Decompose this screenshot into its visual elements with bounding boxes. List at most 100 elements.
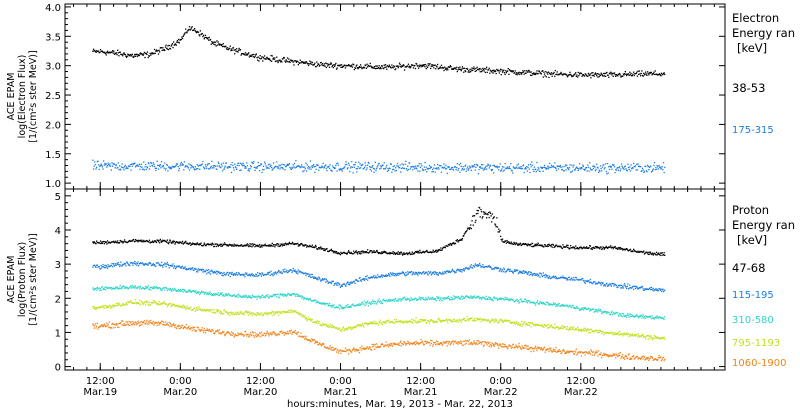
data-point (409, 272, 411, 274)
data-point (496, 68, 498, 71)
data-point (120, 305, 122, 307)
data-point (402, 271, 404, 273)
data-point (516, 74, 518, 76)
data-point (447, 295, 450, 298)
data-point (232, 295, 235, 297)
data-point (176, 265, 179, 267)
data-point (365, 251, 367, 254)
data-point (470, 266, 472, 268)
data-point (132, 238, 135, 241)
data-point (92, 241, 94, 243)
data-point (199, 293, 201, 296)
data-point (136, 53, 138, 55)
data-point (535, 243, 537, 245)
data-point (230, 312, 233, 315)
data-point (142, 54, 144, 56)
data-point (493, 71, 495, 73)
data-point (145, 168, 147, 170)
data-point (255, 53, 257, 55)
data-point (531, 164, 534, 166)
data-point (360, 66, 362, 68)
data-point (100, 289, 102, 291)
data-point (252, 162, 254, 164)
data-point (452, 68, 454, 70)
data-point (390, 163, 392, 165)
data-point (180, 305, 182, 308)
data-point (594, 311, 596, 313)
data-point (153, 286, 156, 288)
data-point (192, 242, 194, 244)
data-point (435, 273, 438, 275)
data-point (505, 70, 507, 72)
data-point (375, 303, 377, 305)
data-point (585, 74, 588, 76)
data-point (499, 298, 501, 300)
data-point (283, 293, 285, 295)
data-point (653, 161, 656, 164)
data-point (435, 300, 438, 302)
data-point (202, 244, 205, 246)
data-point (325, 66, 327, 69)
data-point (227, 312, 229, 314)
data-point (426, 249, 428, 252)
data-point (422, 296, 424, 299)
data-point (190, 243, 193, 245)
data-point (307, 62, 309, 65)
data-point (372, 299, 374, 301)
data-point (605, 245, 607, 248)
data-point (445, 164, 447, 167)
data-point (310, 273, 312, 276)
data-point (377, 300, 379, 302)
data-point (348, 162, 350, 164)
data-point (178, 241, 180, 243)
data-point (615, 284, 617, 286)
data-point (145, 287, 147, 289)
data-point (141, 262, 144, 264)
data-point (370, 166, 372, 169)
data-point (330, 326, 333, 329)
data-point (444, 297, 446, 299)
data-point (171, 242, 173, 244)
data-point (521, 243, 523, 245)
data-point (112, 50, 114, 52)
data-point (264, 273, 266, 276)
data-point (315, 301, 317, 304)
data-point (319, 278, 321, 280)
data-point (627, 73, 629, 75)
data-point (635, 72, 637, 75)
data-point (219, 310, 221, 312)
data-point (386, 65, 389, 67)
data-point (157, 287, 159, 290)
data-point (518, 166, 520, 168)
data-point (152, 263, 154, 266)
data-point (423, 169, 425, 171)
data-point (457, 297, 459, 299)
data-point (648, 315, 651, 318)
data-point (301, 295, 303, 297)
data-point (301, 271, 303, 274)
data-point (300, 242, 303, 245)
data-point (174, 305, 177, 307)
data-point (551, 75, 553, 77)
data-point (242, 295, 244, 297)
data-point (412, 298, 415, 300)
data-point (628, 316, 630, 318)
data-point (267, 164, 270, 166)
data-point (216, 309, 219, 311)
data-point (409, 162, 411, 164)
data-point (332, 250, 334, 252)
data-point (527, 71, 529, 73)
data-point (165, 265, 167, 268)
data-point (99, 242, 101, 244)
data-point (119, 165, 121, 167)
data-point (427, 63, 429, 65)
data-point (319, 248, 321, 250)
data-point (167, 264, 170, 266)
data-point (545, 71, 547, 73)
data-point (114, 287, 116, 290)
data-point (304, 318, 306, 320)
data-point (292, 60, 294, 62)
data-point (375, 65, 377, 67)
data-point (277, 61, 279, 64)
data-point (346, 306, 348, 308)
